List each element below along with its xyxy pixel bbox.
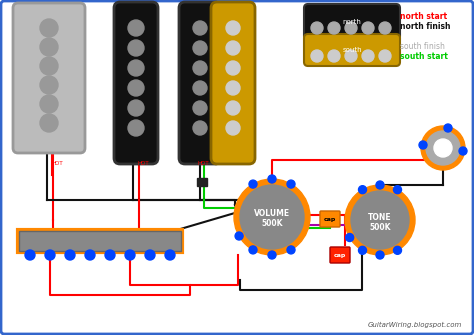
Text: 500K: 500K [369,222,391,231]
Text: north: north [343,19,362,25]
Circle shape [311,50,323,62]
FancyBboxPatch shape [179,2,221,164]
Text: HOT: HOT [198,160,210,165]
Circle shape [358,246,366,254]
Circle shape [346,233,354,242]
Text: VOLUME: VOLUME [254,208,290,217]
Circle shape [105,250,115,260]
Circle shape [268,251,276,259]
Circle shape [393,246,401,254]
Circle shape [165,250,175,260]
FancyBboxPatch shape [304,4,400,40]
Circle shape [249,180,257,188]
Circle shape [426,131,460,165]
Circle shape [358,186,366,194]
Circle shape [193,61,207,75]
Circle shape [226,61,240,75]
Circle shape [459,147,467,155]
Circle shape [226,101,240,115]
Circle shape [226,81,240,95]
Circle shape [128,20,144,36]
Circle shape [193,41,207,55]
FancyBboxPatch shape [13,3,85,153]
Text: GuitarWiring.blogspot.com: GuitarWiring.blogspot.com [368,322,462,328]
Circle shape [419,141,427,149]
Circle shape [45,250,55,260]
FancyBboxPatch shape [114,2,158,164]
Circle shape [65,250,75,260]
Circle shape [345,22,357,34]
Circle shape [226,21,240,35]
Circle shape [249,246,257,254]
Circle shape [351,191,409,249]
Text: north start: north start [400,11,447,20]
Circle shape [421,126,465,170]
Circle shape [393,186,401,194]
Circle shape [128,120,144,136]
Text: cap: cap [324,217,336,222]
Text: HOT: HOT [138,160,150,165]
Circle shape [376,251,384,259]
Circle shape [362,22,374,34]
Text: south start: south start [400,52,448,61]
Circle shape [145,250,155,260]
Text: cap: cap [334,254,346,259]
FancyBboxPatch shape [211,2,255,164]
Circle shape [287,180,295,188]
Text: north finish: north finish [400,21,450,30]
Circle shape [193,101,207,115]
Circle shape [311,22,323,34]
Circle shape [345,185,415,255]
Circle shape [235,232,243,240]
Circle shape [40,19,58,37]
Circle shape [40,38,58,56]
Circle shape [125,250,135,260]
Circle shape [128,40,144,56]
Circle shape [268,175,276,183]
Circle shape [379,22,391,34]
Circle shape [234,179,310,255]
Text: 500K: 500K [261,219,283,228]
Circle shape [40,95,58,113]
Circle shape [128,60,144,76]
Circle shape [226,41,240,55]
Bar [197,178,207,186]
Circle shape [25,250,35,260]
Circle shape [193,81,207,95]
Circle shape [444,124,452,132]
Circle shape [362,50,374,62]
Circle shape [85,250,95,260]
Circle shape [193,21,207,35]
Circle shape [40,114,58,132]
FancyBboxPatch shape [330,247,350,263]
FancyBboxPatch shape [304,34,400,66]
Text: south: south [342,47,362,53]
Circle shape [226,121,240,135]
Circle shape [40,76,58,94]
Text: HOT: HOT [51,160,63,165]
Circle shape [379,50,391,62]
Text: south finish: south finish [400,42,445,51]
Circle shape [128,100,144,116]
Circle shape [328,50,340,62]
Circle shape [345,50,357,62]
FancyBboxPatch shape [320,211,340,227]
Circle shape [240,185,304,249]
Circle shape [193,121,207,135]
Circle shape [287,246,295,254]
Circle shape [434,139,452,157]
FancyBboxPatch shape [19,231,181,251]
Circle shape [328,22,340,34]
Circle shape [128,80,144,96]
Circle shape [40,57,58,75]
Circle shape [376,181,384,189]
Text: TONE: TONE [368,212,392,221]
